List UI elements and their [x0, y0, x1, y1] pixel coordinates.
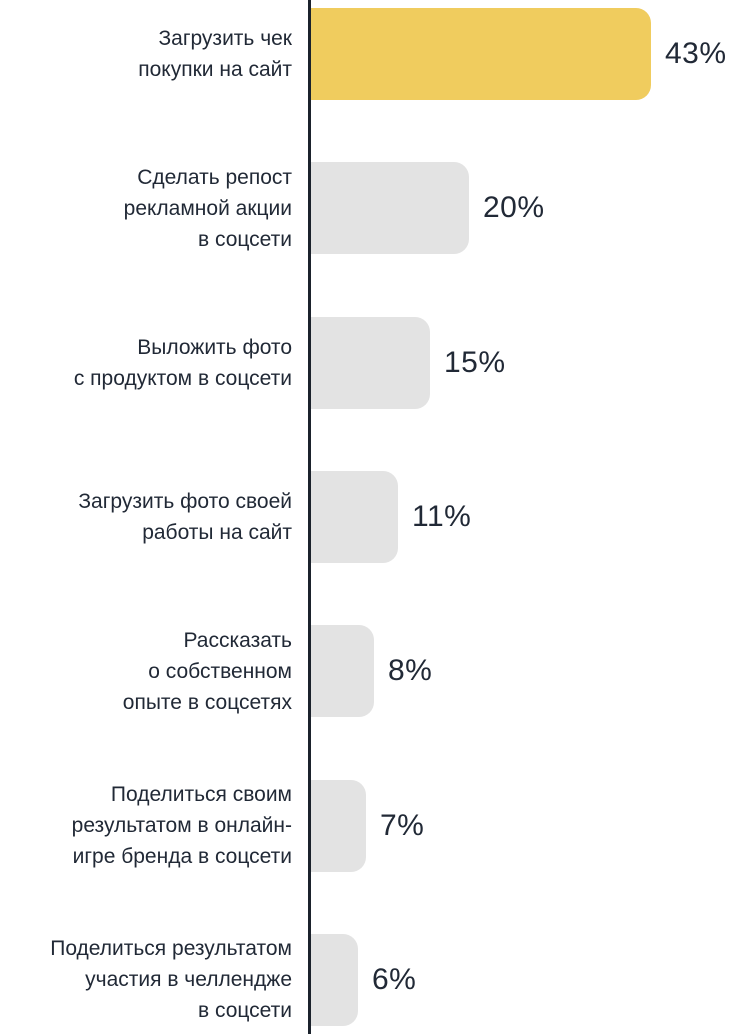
chart-row: Рассказать о собственном опыте в соцсетя… — [0, 625, 734, 718]
value-label: 43% — [665, 37, 727, 70]
chart-row: Поделиться результатом участия в челленд… — [0, 933, 734, 1026]
category-label: Выложить фото с продуктом в соцсети — [73, 335, 292, 390]
bar — [311, 8, 651, 100]
value-label: 8% — [388, 654, 433, 688]
value-label: 20% — [483, 191, 545, 225]
value-label: 6% — [372, 962, 417, 996]
chart-row: Загрузить чек покупки на сайт 43% — [0, 8, 734, 100]
bar — [311, 162, 469, 255]
category-label: Поделиться своим результатом в онлайн- и… — [71, 783, 292, 869]
category-label: Сделать репост рекламной акции в соцсети — [123, 165, 292, 251]
chart-row: Поделиться своим результатом в онлайн- и… — [0, 779, 734, 872]
value-label: 11% — [412, 499, 472, 533]
chart-row: Сделать репост рекламной акции в соцсети… — [0, 162, 734, 255]
category-label: Поделиться результатом участия в челленд… — [50, 937, 292, 1023]
chart-row: Выложить фото с продуктом в соцсети 15% — [0, 316, 734, 409]
bar — [311, 316, 430, 409]
category-label: Загрузить фото своей работы на сайт — [78, 489, 292, 544]
category-label: Загрузить чек покупки на сайт — [138, 27, 292, 81]
y-axis-line — [308, 0, 311, 1034]
value-label: 7% — [380, 808, 425, 842]
bar — [311, 779, 366, 872]
value-label: 15% — [444, 345, 506, 379]
bar — [311, 470, 398, 563]
bar — [311, 625, 374, 718]
chart-row: Загрузить фото своей работы на сайт 11% — [0, 470, 734, 563]
bar — [311, 933, 358, 1026]
category-label: Рассказать о собственном опыте в соцсетя… — [122, 628, 292, 714]
